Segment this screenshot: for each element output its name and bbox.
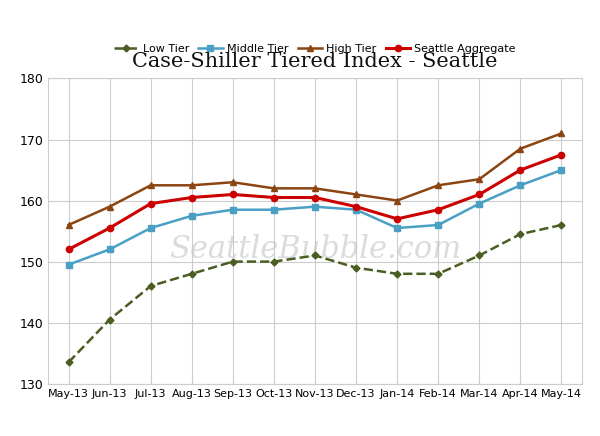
Seattle Aggregate bbox=[311, 195, 319, 200]
Line: Low Tier: Low Tier bbox=[66, 222, 564, 365]
Low Tier bbox=[394, 271, 401, 276]
Seattle Aggregate bbox=[476, 192, 483, 197]
Low Tier bbox=[65, 360, 72, 365]
Low Tier bbox=[271, 259, 278, 264]
Seattle Aggregate bbox=[394, 216, 401, 221]
Middle Tier bbox=[394, 225, 401, 231]
Middle Tier bbox=[352, 207, 359, 212]
Middle Tier bbox=[65, 262, 72, 267]
Middle Tier bbox=[188, 213, 196, 218]
High Tier bbox=[271, 186, 278, 191]
Middle Tier bbox=[434, 222, 442, 228]
Low Tier bbox=[188, 271, 196, 276]
Low Tier bbox=[434, 271, 442, 276]
High Tier bbox=[434, 183, 442, 188]
Seattle Aggregate bbox=[517, 167, 524, 173]
Legend: Low Tier, Middle Tier, High Tier, Seattle Aggregate: Low Tier, Middle Tier, High Tier, Seattl… bbox=[114, 44, 516, 54]
Low Tier bbox=[311, 253, 319, 258]
Line: Seattle Aggregate: Seattle Aggregate bbox=[65, 152, 565, 252]
High Tier bbox=[147, 183, 154, 188]
Low Tier bbox=[517, 232, 524, 237]
Middle Tier bbox=[271, 207, 278, 212]
Low Tier bbox=[147, 283, 154, 289]
High Tier bbox=[188, 183, 196, 188]
High Tier bbox=[65, 222, 72, 228]
Low Tier bbox=[558, 222, 565, 228]
High Tier bbox=[394, 198, 401, 203]
Seattle Aggregate bbox=[188, 195, 196, 200]
Seattle Aggregate bbox=[65, 247, 72, 252]
Seattle Aggregate bbox=[229, 192, 236, 197]
Seattle Aggregate bbox=[106, 225, 113, 231]
Middle Tier bbox=[517, 183, 524, 188]
Low Tier bbox=[106, 317, 113, 322]
Middle Tier bbox=[558, 167, 565, 173]
Middle Tier bbox=[229, 207, 236, 212]
High Tier bbox=[311, 186, 319, 191]
Seattle Aggregate bbox=[271, 195, 278, 200]
Middle Tier bbox=[147, 225, 154, 231]
Seattle Aggregate bbox=[558, 152, 565, 157]
Seattle Aggregate bbox=[352, 204, 359, 209]
Seattle Aggregate bbox=[147, 201, 154, 206]
Middle Tier bbox=[106, 247, 113, 252]
High Tier bbox=[558, 131, 565, 136]
Middle Tier bbox=[311, 204, 319, 209]
High Tier bbox=[352, 192, 359, 197]
High Tier bbox=[229, 180, 236, 185]
Seattle Aggregate bbox=[434, 207, 442, 212]
High Tier bbox=[106, 204, 113, 209]
Low Tier bbox=[352, 265, 359, 270]
Line: High Tier: High Tier bbox=[65, 130, 565, 228]
High Tier bbox=[517, 146, 524, 151]
Middle Tier bbox=[476, 201, 483, 206]
Low Tier bbox=[476, 253, 483, 258]
Line: Middle Tier: Middle Tier bbox=[66, 167, 564, 267]
High Tier bbox=[476, 177, 483, 182]
Low Tier bbox=[229, 259, 236, 264]
Title: Case-Shiller Tiered Index - Seattle: Case-Shiller Tiered Index - Seattle bbox=[132, 52, 498, 72]
Text: SeattleBubble.com: SeattleBubble.com bbox=[169, 234, 461, 265]
